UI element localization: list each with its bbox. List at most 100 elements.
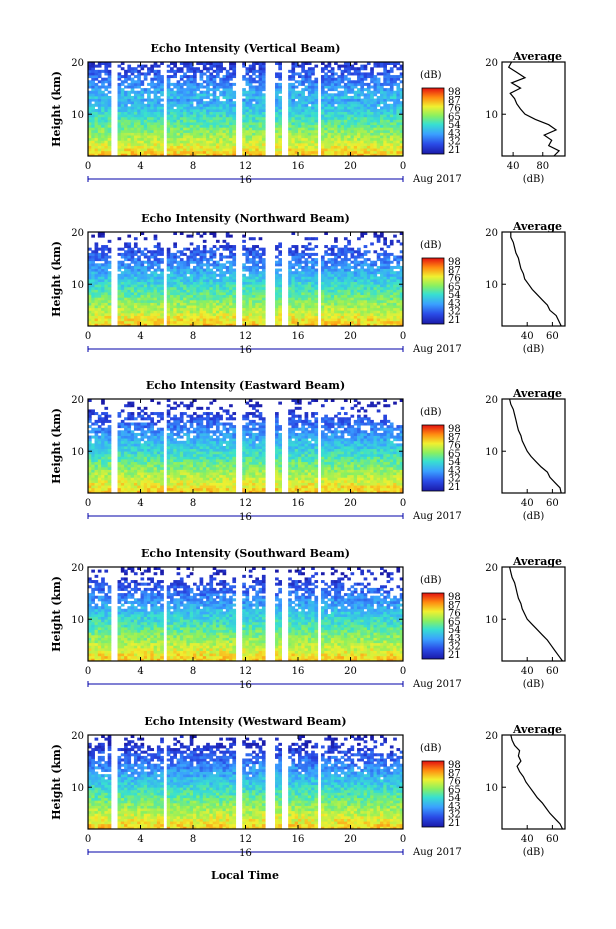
- heatmap-cell: [176, 284, 181, 288]
- heatmap-cell: [196, 299, 200, 303]
- heatmap-cell: [252, 263, 256, 267]
- heatmap-cell: [350, 260, 355, 264]
- heatmap-cell: [288, 75, 292, 79]
- heatmap-cell: [320, 80, 325, 84]
- heatmap-cell: [304, 103, 309, 107]
- heatmap-cell: [199, 62, 204, 66]
- heatmap-cell: [202, 318, 207, 322]
- heatmap-cell: [170, 142, 174, 146]
- heatmap-cell: [222, 263, 227, 267]
- heatmap-cell: [389, 75, 394, 79]
- heatmap-cell: [222, 124, 227, 128]
- heatmap-cell: [324, 150, 328, 154]
- heatmap-cell: [202, 323, 207, 327]
- heatmap-cell: [357, 93, 361, 97]
- heatmap-cell: [133, 106, 138, 110]
- heatmap-cell: [252, 271, 256, 275]
- heatmap-cell: [160, 294, 164, 298]
- heatmap-cell: [291, 305, 296, 309]
- heatmap-cell: [383, 137, 387, 141]
- heatmap-cell: [294, 114, 299, 118]
- heatmap-cell: [304, 302, 309, 306]
- heatmap-cell: [337, 114, 342, 118]
- heatmap-cell: [202, 114, 207, 118]
- heatmap-cell: [353, 137, 358, 141]
- heatmap-cell: [94, 297, 99, 301]
- heatmap-cell: [301, 122, 305, 126]
- heatmap-cell: [104, 129, 109, 133]
- heatmap-cell: [389, 127, 394, 131]
- heatmap-cell: [380, 132, 384, 136]
- heatmap-cell: [160, 88, 164, 92]
- heatmap-cell: [245, 318, 250, 322]
- heatmap-cell: [261, 62, 266, 66]
- heatmap-cell: [320, 312, 325, 316]
- heatmap-cell: [88, 101, 92, 105]
- heatmap-cell: [202, 302, 207, 306]
- heatmap-cell: [124, 276, 128, 280]
- heatmap-cell: [173, 132, 177, 136]
- heatmap-cell: [88, 135, 92, 139]
- heatmap-cell: [337, 77, 342, 81]
- heatmap-cell: [130, 289, 135, 293]
- heatmap-cell: [248, 252, 253, 256]
- heatmap-cell: [337, 142, 342, 146]
- heatmap-cell: [232, 137, 237, 141]
- heatmap-cell: [399, 129, 404, 133]
- heatmap-cell: [133, 101, 138, 105]
- heatmap-cell: [173, 129, 177, 133]
- heatmap-cell: [124, 103, 128, 107]
- heatmap-cell: [291, 67, 296, 71]
- heatmap-cell: [170, 279, 174, 283]
- heatmap-cell: [94, 150, 99, 154]
- heatmap-cell: [179, 307, 184, 311]
- heatmap-cell: [225, 265, 230, 269]
- heatmap-cell: [334, 80, 338, 84]
- heatmap-cell: [206, 302, 210, 306]
- heatmap-cell: [232, 318, 237, 322]
- heatmap-cell: [288, 114, 292, 118]
- heatmap-cell: [261, 294, 266, 298]
- heatmap-cell: [301, 305, 305, 309]
- heatmap-cell: [376, 111, 381, 115]
- heatmap-cell: [88, 279, 92, 283]
- heatmap-cell: [143, 129, 148, 133]
- heatmap-cell: [261, 312, 266, 316]
- heatmap-cell: [150, 122, 155, 126]
- heatmap-cell: [225, 101, 230, 105]
- heatmap-cell: [143, 281, 148, 285]
- heatmap-cell: [127, 297, 132, 301]
- heatmap-cell: [104, 310, 109, 314]
- heatmap-cell: [340, 95, 345, 99]
- heatmap-cell: [301, 62, 305, 66]
- heatmap-cell: [399, 103, 404, 107]
- heatmap-cell: [245, 250, 250, 254]
- heatmap-cell: [343, 119, 348, 123]
- heatmap-cell: [209, 318, 214, 322]
- heatmap-cell: [311, 88, 315, 92]
- heatmap-cell: [343, 302, 348, 306]
- heatmap-cell: [137, 305, 141, 309]
- heatmap-cell: [337, 124, 342, 128]
- heatmap-cell: [153, 119, 158, 123]
- heatmap-cell: [370, 135, 374, 139]
- heatmap-cell: [183, 137, 187, 141]
- heatmap-cell: [199, 273, 204, 277]
- heatmap-cell: [386, 69, 391, 73]
- heatmap-cell: [143, 142, 148, 146]
- heatmap-cell: [150, 299, 155, 303]
- heatmap-cell: [209, 232, 214, 236]
- heatmap-cell: [304, 145, 309, 149]
- heatmap-cell: [173, 85, 177, 89]
- heatmap-cell: [357, 153, 361, 157]
- heatmap-cell: [258, 286, 263, 290]
- heatmap-cell: [130, 148, 135, 152]
- heatmap-cell: [120, 90, 125, 94]
- heatmap-cell: [94, 292, 99, 296]
- heatmap-cell: [383, 90, 387, 94]
- heatmap-cell: [363, 67, 368, 71]
- heatmap-cell: [288, 289, 292, 293]
- heatmap-cell: [376, 129, 381, 133]
- heatmap-cell: [245, 320, 250, 324]
- heatmap-cell: [399, 132, 404, 136]
